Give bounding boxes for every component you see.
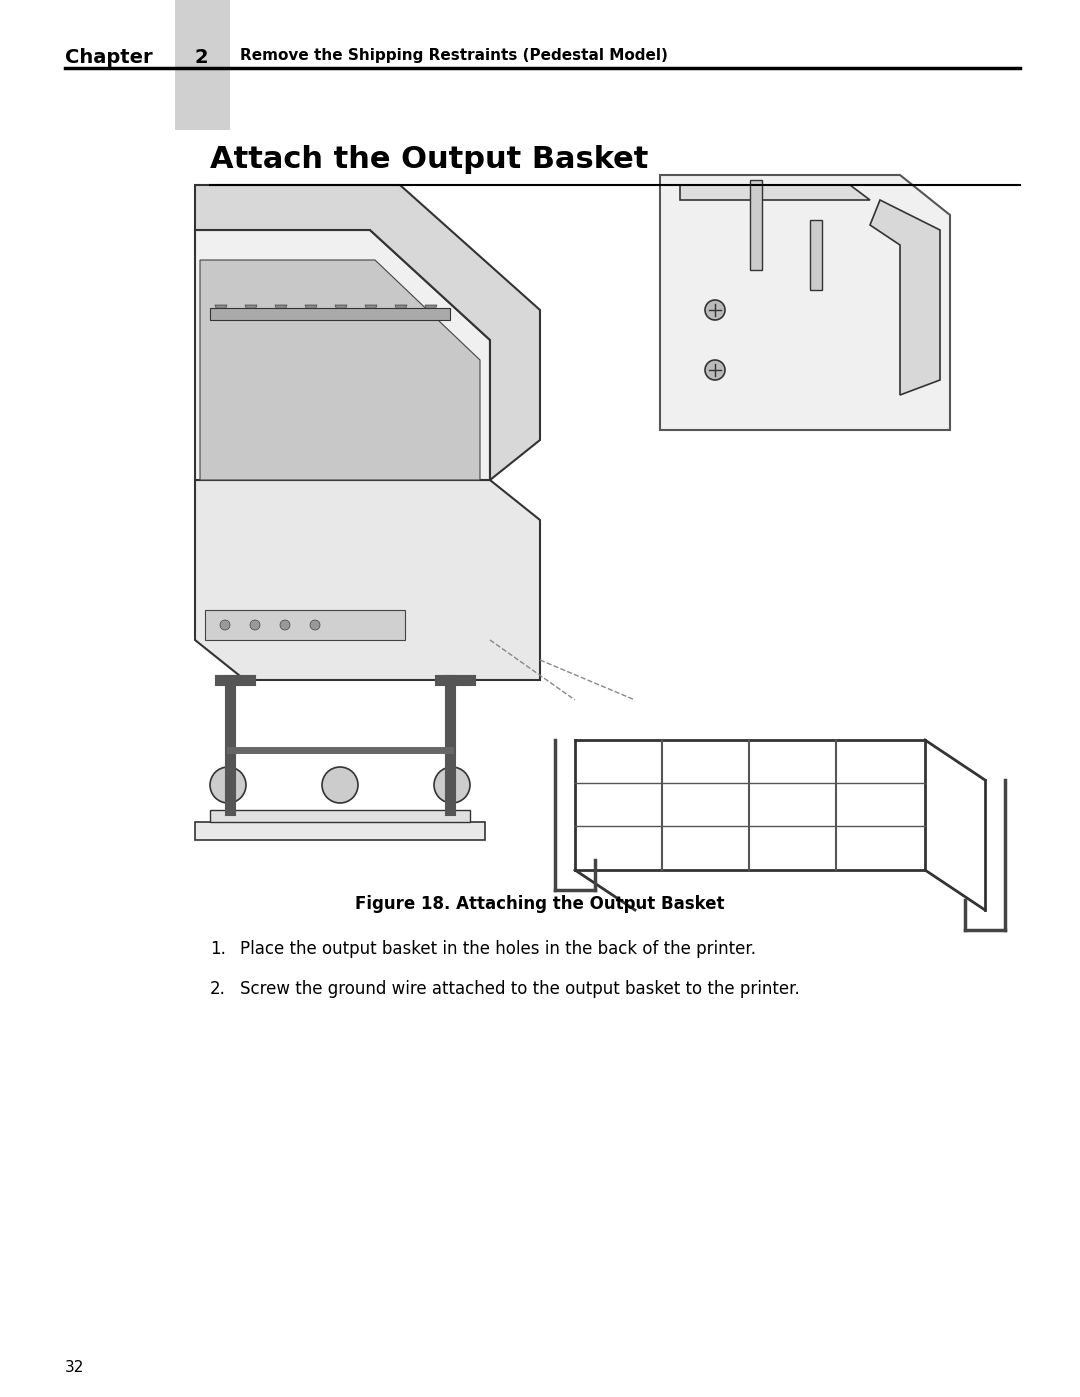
Bar [750, 180, 762, 270]
Polygon shape [870, 200, 940, 395]
Text: Figure 18. Attaching the Output Basket: Figure 18. Attaching the Output Basket [355, 895, 725, 914]
Polygon shape [245, 305, 257, 320]
Text: 2: 2 [195, 47, 208, 67]
Bar [175, 0, 230, 130]
Circle shape [705, 360, 725, 380]
Bar [210, 810, 470, 821]
Circle shape [210, 767, 246, 803]
Bar [205, 610, 405, 640]
Text: Chapter: Chapter [65, 47, 152, 67]
Text: Place the output basket in the holes in the back of the printer.: Place the output basket in the holes in … [240, 940, 756, 958]
Text: 2.: 2. [210, 981, 226, 997]
Polygon shape [365, 305, 377, 320]
Bar [810, 219, 822, 291]
Text: 1.: 1. [210, 940, 226, 958]
Polygon shape [275, 305, 287, 320]
Polygon shape [195, 481, 540, 680]
Circle shape [322, 767, 357, 803]
Circle shape [220, 620, 230, 630]
Circle shape [280, 620, 291, 630]
Polygon shape [195, 231, 490, 481]
Polygon shape [660, 175, 950, 430]
Polygon shape [395, 305, 407, 320]
Polygon shape [680, 184, 870, 200]
Polygon shape [335, 305, 347, 320]
Circle shape [310, 620, 320, 630]
Polygon shape [200, 260, 480, 481]
Text: 32: 32 [65, 1361, 84, 1375]
Circle shape [705, 300, 725, 320]
Polygon shape [215, 305, 227, 320]
Circle shape [434, 767, 470, 803]
Bar [210, 307, 450, 320]
Text: Attach the Output Basket: Attach the Output Basket [210, 145, 648, 175]
Circle shape [249, 620, 260, 630]
Polygon shape [426, 305, 437, 320]
Polygon shape [305, 305, 318, 320]
Bar [195, 821, 485, 840]
Polygon shape [195, 184, 540, 481]
Text: Remove the Shipping Restraints (Pedestal Model): Remove the Shipping Restraints (Pedestal… [240, 47, 667, 63]
Text: Screw the ground wire attached to the output basket to the printer.: Screw the ground wire attached to the ou… [240, 981, 800, 997]
